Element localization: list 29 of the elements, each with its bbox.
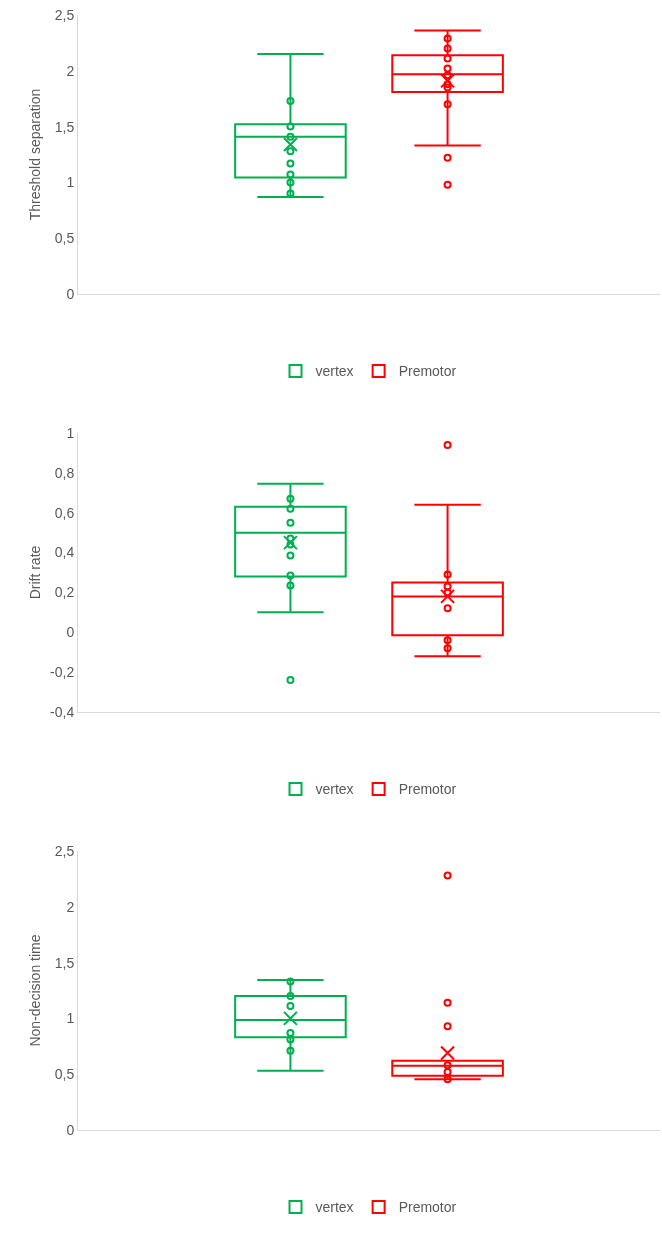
y-tick-label: 2 <box>66 62 75 79</box>
y-tick-label: -0,4 <box>50 703 75 720</box>
y-tick-label: 0 <box>66 285 75 302</box>
y-tick-label: 0,6 <box>54 504 75 521</box>
y-tick-label: 1 <box>66 1010 75 1027</box>
y-tick-label: 0,5 <box>54 230 75 247</box>
y-tick-label: 2 <box>66 898 75 915</box>
y-tick-label: 1 <box>66 424 75 441</box>
y-axis-title: Drift rate <box>27 545 43 600</box>
y-tick-label: 0,4 <box>54 544 75 561</box>
y-tick-label: 1,5 <box>54 954 75 971</box>
y-axis-title: Non-decision time <box>27 934 43 1047</box>
y-tick-label: 1 <box>66 174 75 191</box>
y-tick-label: 0,5 <box>54 1066 75 1083</box>
y-tick-label: 0,2 <box>54 584 75 601</box>
y-tick-label: 0 <box>66 624 75 641</box>
y-tick-label: 2,5 <box>54 6 75 23</box>
legend-label: Premotor <box>398 781 457 798</box>
legend-label: Premotor <box>398 1199 457 1216</box>
legend-label: Premotor <box>398 363 457 380</box>
y-tick-label: 0,8 <box>54 464 75 481</box>
y-tick-label: 0 <box>66 1121 75 1138</box>
legend-label: vertex <box>315 363 354 380</box>
y-tick-label: 2,5 <box>54 842 75 859</box>
y-tick-label: -0,2 <box>50 664 75 681</box>
legend-label: vertex <box>315 1199 354 1216</box>
legend-label: vertex <box>315 781 354 798</box>
y-tick-label: 1,5 <box>54 118 75 135</box>
y-axis-title: Threshold separation <box>27 88 43 221</box>
